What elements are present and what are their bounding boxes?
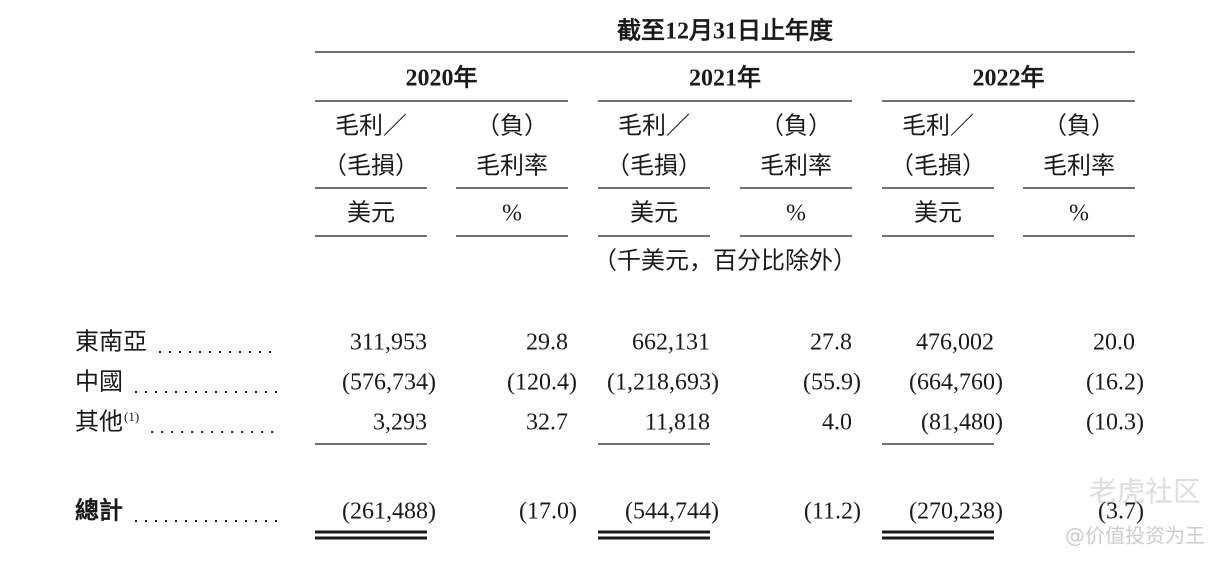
cell-value: (17.0) (519, 499, 577, 525)
footnote-ref: (1) (124, 409, 139, 424)
cell-value: (10.3) (1086, 410, 1144, 436)
cell-value: (11.2) (804, 499, 861, 525)
period-title: 截至12月31日止年度 (617, 17, 834, 45)
year-header: 2020年 (406, 64, 478, 92)
cell-value: 29.8 (526, 330, 568, 356)
year-header: 2021年 (689, 64, 761, 92)
cell-value: 662,131 (632, 330, 710, 356)
unit-note: （千美元，百分比除外） (593, 248, 857, 275)
cell-value: 4.0 (822, 410, 852, 436)
watermark-author: @价值投资为王 (1065, 524, 1205, 548)
column-header: （毛損） (323, 153, 419, 180)
column-header: 毛利率 (1043, 153, 1115, 180)
column-header: （負） (476, 113, 548, 140)
cell-value: (55.9) (803, 370, 861, 396)
cell-value: 3,293 (373, 410, 427, 436)
column-header: 毛利率 (476, 153, 548, 180)
cell-value: (81,480) (921, 410, 1003, 436)
cell-value: (544,744) (625, 499, 719, 525)
column-header: 毛利／ (902, 113, 974, 140)
cell-value: (576,734) (342, 370, 436, 396)
column-header: 毛利／ (335, 113, 407, 140)
row-label: 其他 (75, 409, 123, 436)
cell-value: (3.7) (1098, 499, 1144, 525)
cell-value: (664,760) (909, 370, 1003, 396)
row-label: 總計 (75, 497, 123, 525)
cell-value: (261,488) (342, 499, 436, 525)
row-label: 中國 (75, 369, 123, 396)
column-header: （負） (760, 113, 832, 140)
column-header: 毛利／ (618, 113, 690, 140)
cell-value: 476,002 (916, 330, 994, 356)
column-header: （毛損） (890, 153, 986, 180)
cell-value: 311,953 (350, 330, 427, 356)
year-header: 2022年 (973, 64, 1045, 92)
unit-header: 美元 (914, 200, 962, 227)
cell-value: (1,218,693) (607, 370, 719, 396)
unit-header: % (1069, 201, 1089, 227)
column-header: 毛利率 (760, 153, 832, 180)
cell-value: 20.0 (1093, 330, 1135, 356)
column-header: （毛損） (606, 153, 702, 180)
watermark-brand: 老虎社区 (1089, 475, 1201, 508)
cell-value: 11,818 (645, 410, 710, 436)
cell-value: (270,238) (909, 499, 1003, 525)
cell-value: (16.2) (1086, 370, 1144, 396)
cell-value: 27.8 (810, 330, 852, 356)
unit-header: % (786, 201, 806, 227)
cell-value: (120.4) (507, 370, 577, 396)
unit-header: % (502, 201, 522, 227)
unit-header: 美元 (630, 200, 678, 227)
column-header: （負） (1043, 113, 1115, 140)
row-label: 東南亞 (75, 329, 147, 356)
unit-header: 美元 (347, 200, 395, 227)
cell-value: 32.7 (526, 410, 568, 436)
